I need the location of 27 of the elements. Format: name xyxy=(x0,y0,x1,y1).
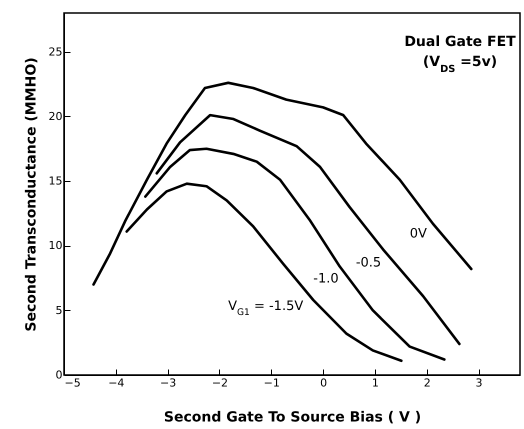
y-tick-label: 10 xyxy=(48,239,62,252)
series-label: V$_{G1}$ = -1.5V xyxy=(228,299,304,318)
line-series xyxy=(144,147,446,361)
y-tick-label: 5 xyxy=(56,304,62,317)
x-tick-label: 3 xyxy=(476,376,483,390)
x-tick-label: −4 xyxy=(108,376,124,390)
y-axis-title: Second Transconductance (MMHO) xyxy=(24,57,40,332)
x-tick-label: −3 xyxy=(160,376,176,390)
x-tick-label: −1 xyxy=(264,376,280,390)
y-tick-label: 15 xyxy=(48,174,62,188)
y-tick-label: 25 xyxy=(48,45,62,58)
x-tick-label: 1 xyxy=(372,376,379,390)
series-label: -0.5 xyxy=(356,256,382,271)
x-tick-label: −5 xyxy=(64,376,81,390)
x-tick-label: −2 xyxy=(212,376,228,390)
series-label: 0V xyxy=(410,226,428,242)
x-axis-title: Second Gate To Source Bias ( V ) xyxy=(164,410,422,426)
series-label: -1.0 xyxy=(313,271,339,286)
y-tick-label: 0 xyxy=(56,368,62,382)
x-tick-label: 2 xyxy=(424,376,431,390)
annotation: (V$_{DS}$ =5v) xyxy=(422,54,498,74)
y-tick-label: 20 xyxy=(48,110,62,123)
annotation: Dual Gate FET xyxy=(404,34,516,50)
x-tick-label: 0 xyxy=(320,376,328,390)
line-series xyxy=(125,182,403,362)
line-series xyxy=(92,82,473,286)
line-series xyxy=(155,114,461,346)
